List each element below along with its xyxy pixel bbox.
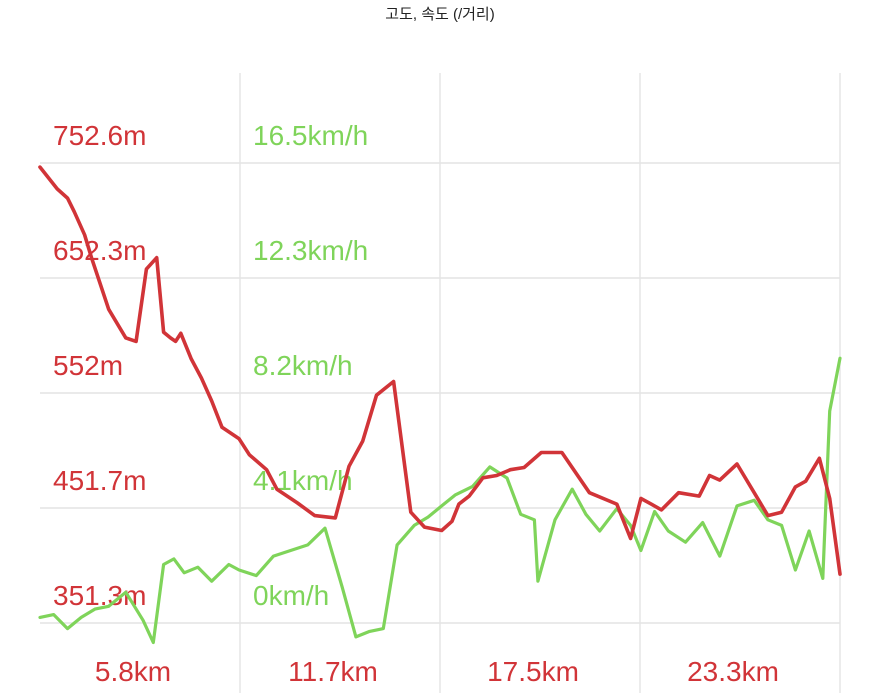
elevation-series-line — [38, 165, 842, 576]
speed-tick-label: 12.3km/h — [253, 235, 368, 266]
elevation-tick-label: 752.6m — [53, 120, 146, 151]
speed-tick-label: 16.5km/h — [253, 120, 368, 151]
elevation-tick-label: 652.3m — [53, 235, 146, 266]
speed-tick-label: 4.1km/h — [253, 465, 353, 496]
grid — [40, 73, 841, 693]
speed-series-line — [38, 356, 842, 645]
elevation-tick-label: 552m — [53, 350, 123, 381]
series-layer — [38, 165, 842, 645]
elevation-tick-label: 351.3m — [53, 580, 146, 611]
speed-tick-label: 0km/h — [253, 580, 329, 611]
x-tick-label: 23.3km — [687, 656, 779, 687]
speed-tick-label: 8.2km/h — [253, 350, 353, 381]
x-tick-label: 17.5km — [487, 656, 579, 687]
chart-title: 고도, 속도 (/거리) — [385, 6, 494, 23]
x-tick-label: 11.7km — [288, 656, 378, 687]
elevation-tick-label: 451.7m — [53, 465, 146, 496]
y-axis-labels: 752.6m 652.3m 552m 451.7m 351.3m 16.5km/h 12.3… — [53, 120, 368, 611]
x-tick-label: 5.8km — [95, 656, 171, 687]
x-axis-labels: 5.8km 11.7km 17.5km 23.3km — [95, 656, 779, 687]
